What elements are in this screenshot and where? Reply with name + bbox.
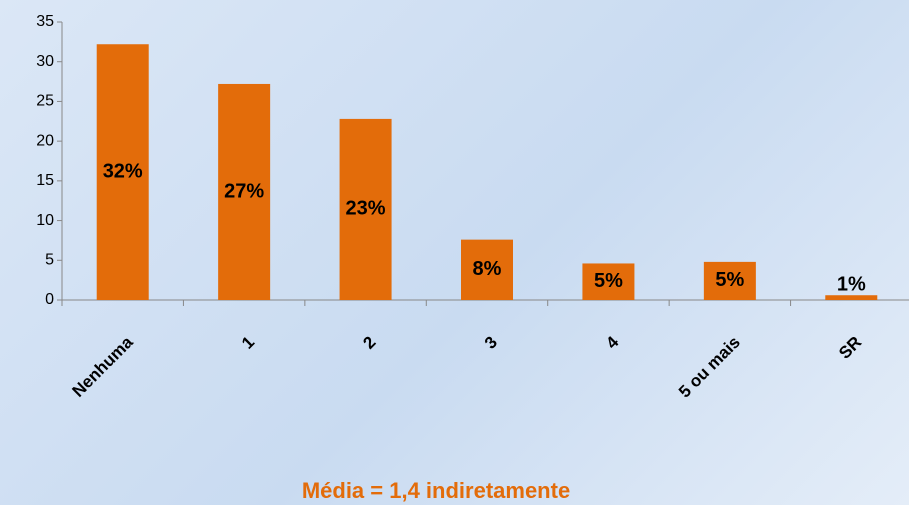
y-tick-label: 30 <box>36 53 54 70</box>
y-tick-label: 0 <box>45 291 54 308</box>
x-tick-label: Nenhuma <box>68 332 137 401</box>
y-tick-label: 35 <box>36 13 54 30</box>
value-label: 1% <box>837 273 866 295</box>
value-label: 5% <box>594 270 623 292</box>
y-tick-label: 15 <box>36 172 54 189</box>
y-tick-label: 10 <box>36 212 54 229</box>
x-tick-label: SR <box>835 333 865 363</box>
bar <box>703 261 756 300</box>
y-tick-label: 20 <box>36 132 54 149</box>
bar <box>218 83 271 300</box>
x-tick-label: 5 ou mais <box>675 333 744 402</box>
bar <box>582 263 635 300</box>
bar <box>825 295 878 300</box>
x-tick-label: 2 <box>359 333 379 353</box>
value-label: 5% <box>715 269 744 291</box>
bar <box>339 118 392 300</box>
x-tick-label: 1 <box>238 333 258 353</box>
y-tick-label: 25 <box>36 93 54 110</box>
y-tick-label: 5 <box>45 252 54 269</box>
value-label: 23% <box>346 198 386 220</box>
value-label: 32% <box>103 160 143 182</box>
value-label: 8% <box>473 258 502 280</box>
bar <box>96 44 149 300</box>
x-tick-label: 4 <box>602 332 623 353</box>
annotation: Média = 1,4 indiretamente <box>302 478 570 503</box>
value-label: 27% <box>224 180 264 202</box>
bar <box>461 239 513 300</box>
x-tick-label: 3 <box>481 333 501 353</box>
